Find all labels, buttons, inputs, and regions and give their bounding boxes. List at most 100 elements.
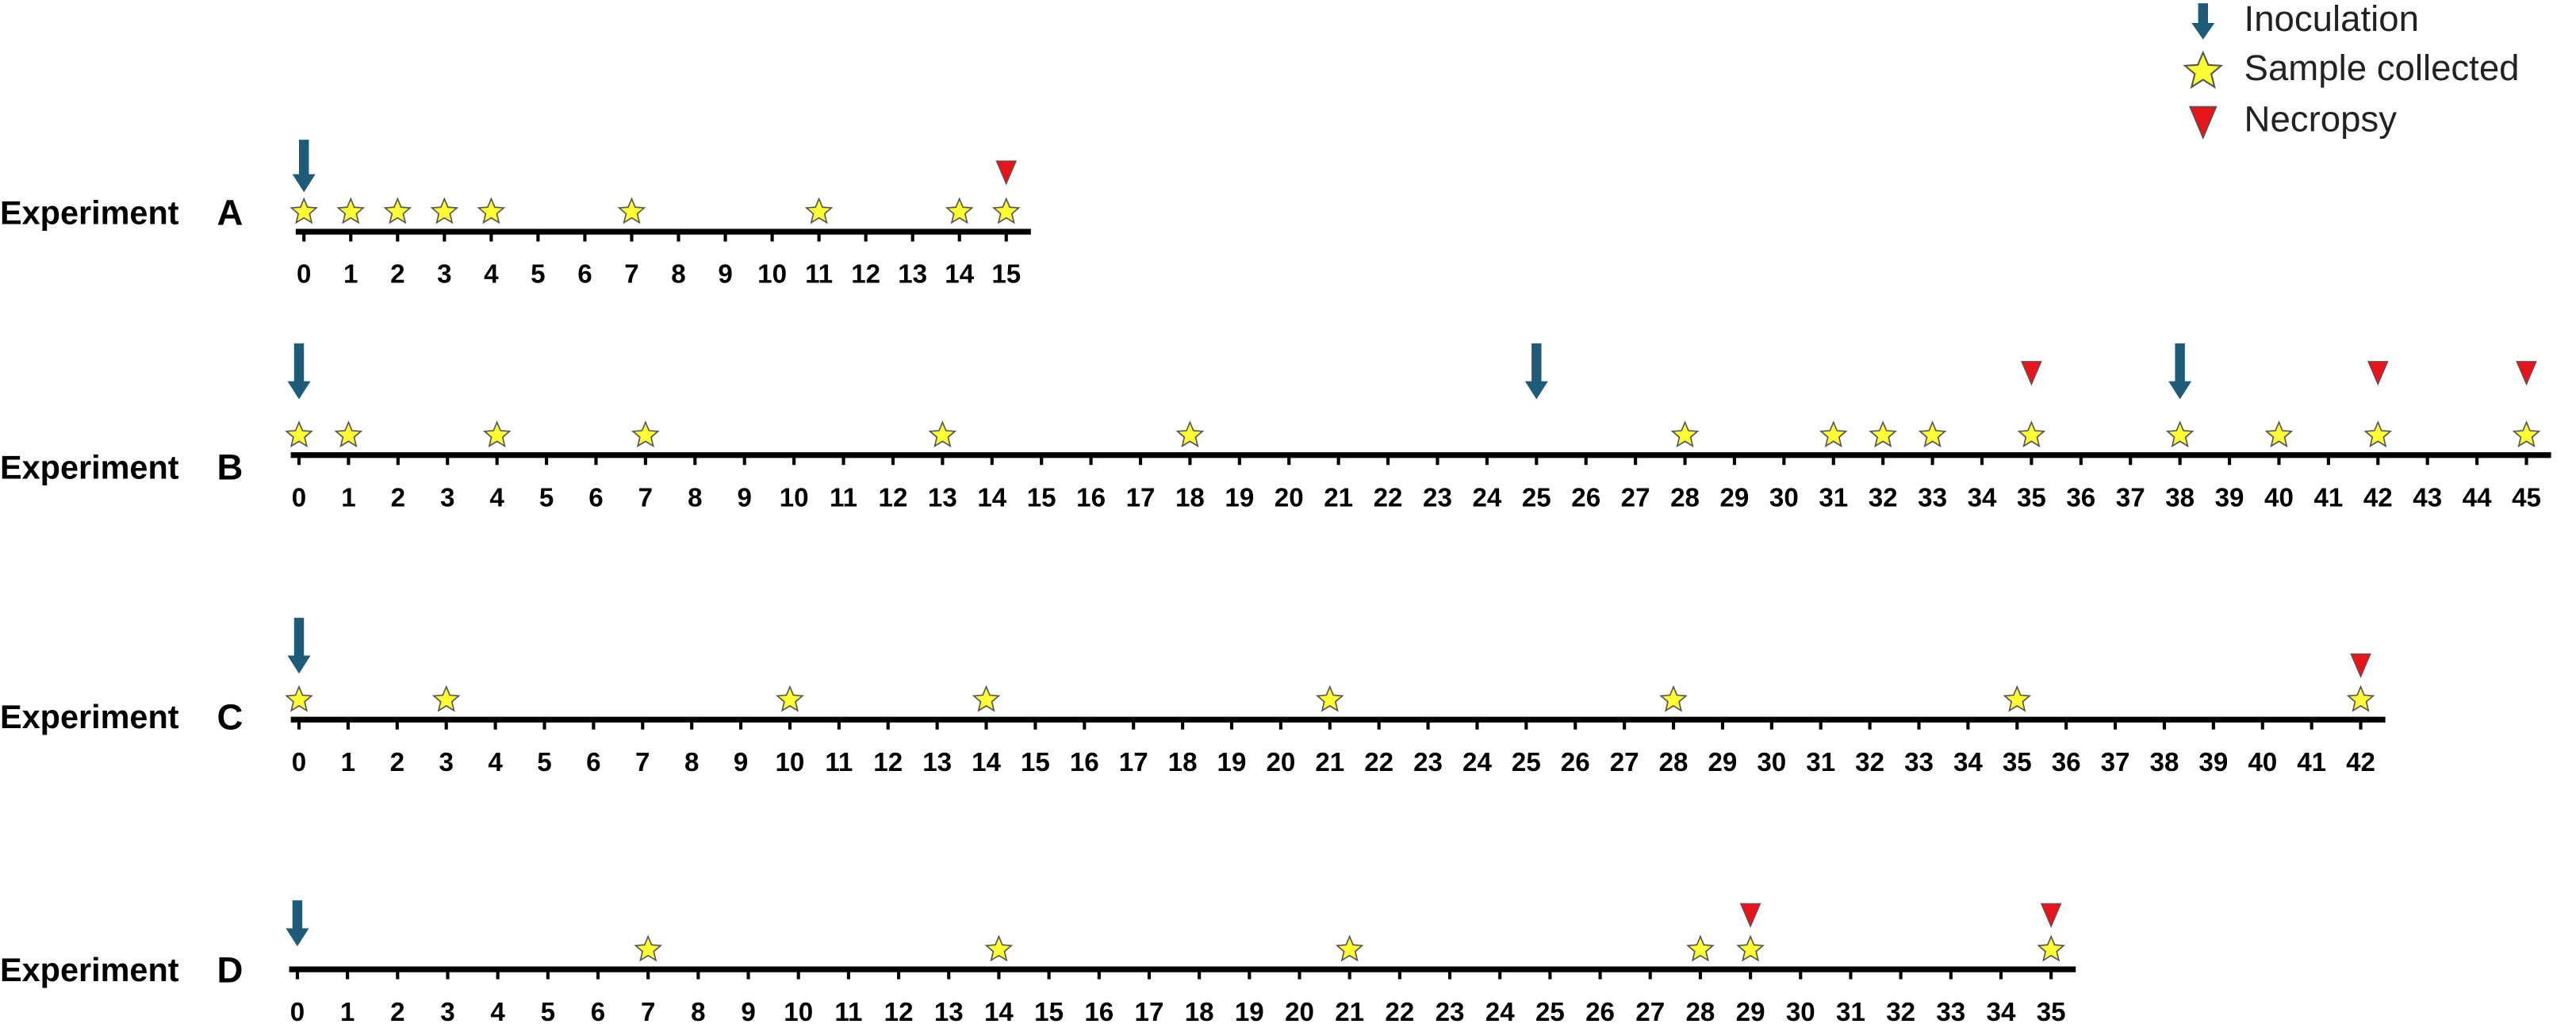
tick-label: 9 [734, 748, 748, 777]
sample-star [285, 420, 313, 448]
tick-label: 34 [1953, 748, 1983, 777]
tick-label: 16 [1076, 483, 1106, 512]
tick-label: 2 [390, 998, 404, 1024]
sample-star [336, 197, 366, 224]
sample-star [928, 420, 957, 448]
experiment-row: Experiment A0 1 2 3 4 5 6 7 8 9 10 11 12 13 14 15 [0, 140, 1031, 290]
tick-label: 32 [1886, 998, 1915, 1024]
tick-label: 10 [776, 748, 805, 777]
sample-star [2165, 420, 2195, 448]
legend-arrow [2191, 3, 2215, 40]
tick-label: 10 [780, 483, 809, 512]
tick-label: 32 [1869, 483, 1898, 512]
sample-star [2264, 420, 2294, 448]
tick-label: 36 [2052, 748, 2081, 777]
tick-label: 29 [1736, 998, 1765, 1024]
sample-star [1670, 420, 1700, 448]
tick-label: 9 [718, 260, 732, 290]
tick-label: 19 [1217, 748, 1247, 777]
experiment-letter: A [217, 192, 243, 232]
tick-label: 15 [1034, 998, 1064, 1024]
tick-label: 17 [1135, 998, 1164, 1024]
sample-star [477, 197, 506, 224]
tick-label: 10 [784, 998, 813, 1024]
tick-label: 19 [1235, 998, 1264, 1024]
necropsy-triangle [2516, 361, 2537, 386]
tick-label: 35 [2037, 998, 2066, 1024]
sample-star [945, 197, 974, 224]
experiment-label: Experiment [0, 194, 179, 231]
sample-star [776, 685, 804, 712]
sample-star [482, 420, 512, 448]
tick-label: 15 [1027, 483, 1056, 512]
sample-star [1736, 934, 1765, 962]
sample-star [631, 420, 660, 448]
tick-label: 18 [1168, 748, 1198, 777]
tick-label: 20 [1275, 483, 1304, 512]
tick-label: 28 [1670, 483, 1700, 512]
tick-label: 20 [1285, 998, 1314, 1024]
tick-label: 22 [1385, 998, 1414, 1024]
tick-label: 2 [390, 748, 404, 777]
tick-label: 29 [1708, 748, 1737, 777]
tick-label: 42 [2346, 748, 2375, 777]
inoculation-arrow [2168, 343, 2192, 400]
sample-star [285, 685, 313, 712]
experiment-label: Experiment [0, 699, 179, 735]
tick-label: 15 [991, 260, 1021, 290]
tick-label: 6 [577, 260, 592, 290]
tick-label: 21 [1324, 483, 1353, 512]
tick-label: 7 [624, 260, 638, 290]
tick-label: 11 [830, 483, 857, 512]
sample-star [1315, 685, 1344, 712]
sample-star [1175, 420, 1205, 448]
experiment-letter: B [217, 447, 243, 487]
tick-label: 36 [2066, 483, 2095, 512]
tick-label: 31 [1806, 748, 1835, 777]
tick-label: 42 [2363, 483, 2393, 512]
sample-star [2037, 934, 2065, 962]
tick-label: 4 [484, 260, 499, 290]
tick-label: 6 [586, 748, 600, 777]
experiment-label: Experiment [0, 952, 179, 988]
legend-triangle [2188, 105, 2218, 140]
sample-star [383, 197, 412, 224]
tick-label: 29 [1720, 483, 1750, 512]
tick-label: 30 [1769, 483, 1799, 512]
tick-label: 24 [1462, 748, 1492, 777]
tick-label: 34 [1987, 998, 2016, 1024]
tick-label: 23 [1436, 998, 1465, 1024]
tick-label: 18 [1185, 998, 1214, 1024]
necropsy-triangle [2367, 361, 2389, 386]
tick-label: 13 [922, 748, 952, 777]
tick-label: 27 [1635, 998, 1665, 1024]
sample-star [634, 934, 663, 962]
tick-label: 23 [1413, 748, 1443, 777]
tick-label: 30 [1786, 998, 1815, 1024]
tick-label: 22 [1364, 748, 1393, 777]
tick-label: 25 [1512, 748, 1541, 777]
tick-label: 13 [928, 483, 957, 512]
tick-label: 41 [2313, 483, 2343, 512]
sample-star [617, 197, 646, 224]
tick-label: 44 [2463, 483, 2492, 512]
tick-label: 4 [490, 998, 505, 1024]
tick-label: 37 [2101, 748, 2130, 777]
tick-label: 12 [851, 260, 880, 290]
tick-label: 7 [638, 483, 653, 512]
tick-label: 1 [340, 998, 355, 1024]
sample-star [1819, 420, 1848, 448]
tick-label: 11 [825, 748, 853, 777]
tick-label: 8 [671, 260, 685, 290]
sample-star [431, 685, 461, 712]
legend-label: Sample collected [2244, 48, 2520, 88]
sample-star [984, 934, 1014, 962]
tick-label: 3 [440, 483, 454, 512]
tick-label: 21 [1335, 998, 1364, 1024]
tick-label: 1 [341, 483, 355, 512]
necropsy-triangle [1739, 903, 1761, 928]
tick-label: 19 [1225, 483, 1254, 512]
tick-label: 7 [635, 748, 650, 777]
tick-label: 27 [1621, 483, 1650, 512]
tick-label: 33 [1936, 998, 1965, 1024]
